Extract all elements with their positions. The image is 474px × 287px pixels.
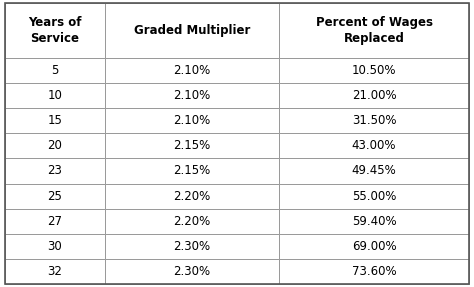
Bar: [5, 259, 105, 284]
Text: 25: 25: [47, 190, 62, 203]
Bar: [279, 183, 469, 209]
Bar: [105, 234, 279, 259]
Bar: [105, 133, 279, 158]
Text: 43.00%: 43.00%: [352, 139, 396, 152]
Text: 2.10%: 2.10%: [173, 89, 210, 102]
Text: Graded Multiplier: Graded Multiplier: [134, 24, 250, 37]
Bar: [5, 108, 105, 133]
Bar: [5, 158, 105, 183]
Bar: [105, 83, 279, 108]
Text: 23: 23: [47, 164, 62, 177]
Bar: [279, 108, 469, 133]
Bar: [5, 133, 105, 158]
Bar: [279, 3, 469, 58]
Bar: [105, 58, 279, 83]
Text: 10: 10: [47, 89, 62, 102]
Text: 69.00%: 69.00%: [352, 240, 396, 253]
Text: 20: 20: [47, 139, 62, 152]
Bar: [5, 234, 105, 259]
Bar: [105, 108, 279, 133]
Bar: [279, 58, 469, 83]
Text: 2.15%: 2.15%: [173, 164, 210, 177]
Text: 2.20%: 2.20%: [173, 215, 210, 228]
Text: 2.30%: 2.30%: [173, 265, 210, 278]
Bar: [105, 183, 279, 209]
Text: 2.10%: 2.10%: [173, 114, 210, 127]
Text: 5: 5: [51, 64, 58, 77]
Text: 32: 32: [47, 265, 62, 278]
Bar: [279, 83, 469, 108]
Bar: [5, 209, 105, 234]
Bar: [105, 158, 279, 183]
Text: 10.50%: 10.50%: [352, 64, 396, 77]
Bar: [279, 133, 469, 158]
Text: Percent of Wages
Replaced: Percent of Wages Replaced: [316, 16, 433, 45]
Text: 2.30%: 2.30%: [173, 240, 210, 253]
Bar: [5, 58, 105, 83]
Bar: [279, 259, 469, 284]
Text: 2.20%: 2.20%: [173, 190, 210, 203]
Bar: [279, 158, 469, 183]
Text: 30: 30: [47, 240, 62, 253]
Text: 31.50%: 31.50%: [352, 114, 396, 127]
Bar: [279, 209, 469, 234]
Bar: [5, 83, 105, 108]
Text: 49.45%: 49.45%: [352, 164, 396, 177]
Text: Years of
Service: Years of Service: [28, 16, 82, 45]
Bar: [105, 209, 279, 234]
Text: 27: 27: [47, 215, 62, 228]
Bar: [105, 3, 279, 58]
Bar: [105, 259, 279, 284]
Bar: [5, 183, 105, 209]
Bar: [5, 3, 105, 58]
Text: 59.40%: 59.40%: [352, 215, 396, 228]
Text: 15: 15: [47, 114, 62, 127]
Text: 55.00%: 55.00%: [352, 190, 396, 203]
Bar: [279, 234, 469, 259]
Text: 21.00%: 21.00%: [352, 89, 396, 102]
Text: 73.60%: 73.60%: [352, 265, 396, 278]
Text: 2.15%: 2.15%: [173, 139, 210, 152]
Text: 2.10%: 2.10%: [173, 64, 210, 77]
